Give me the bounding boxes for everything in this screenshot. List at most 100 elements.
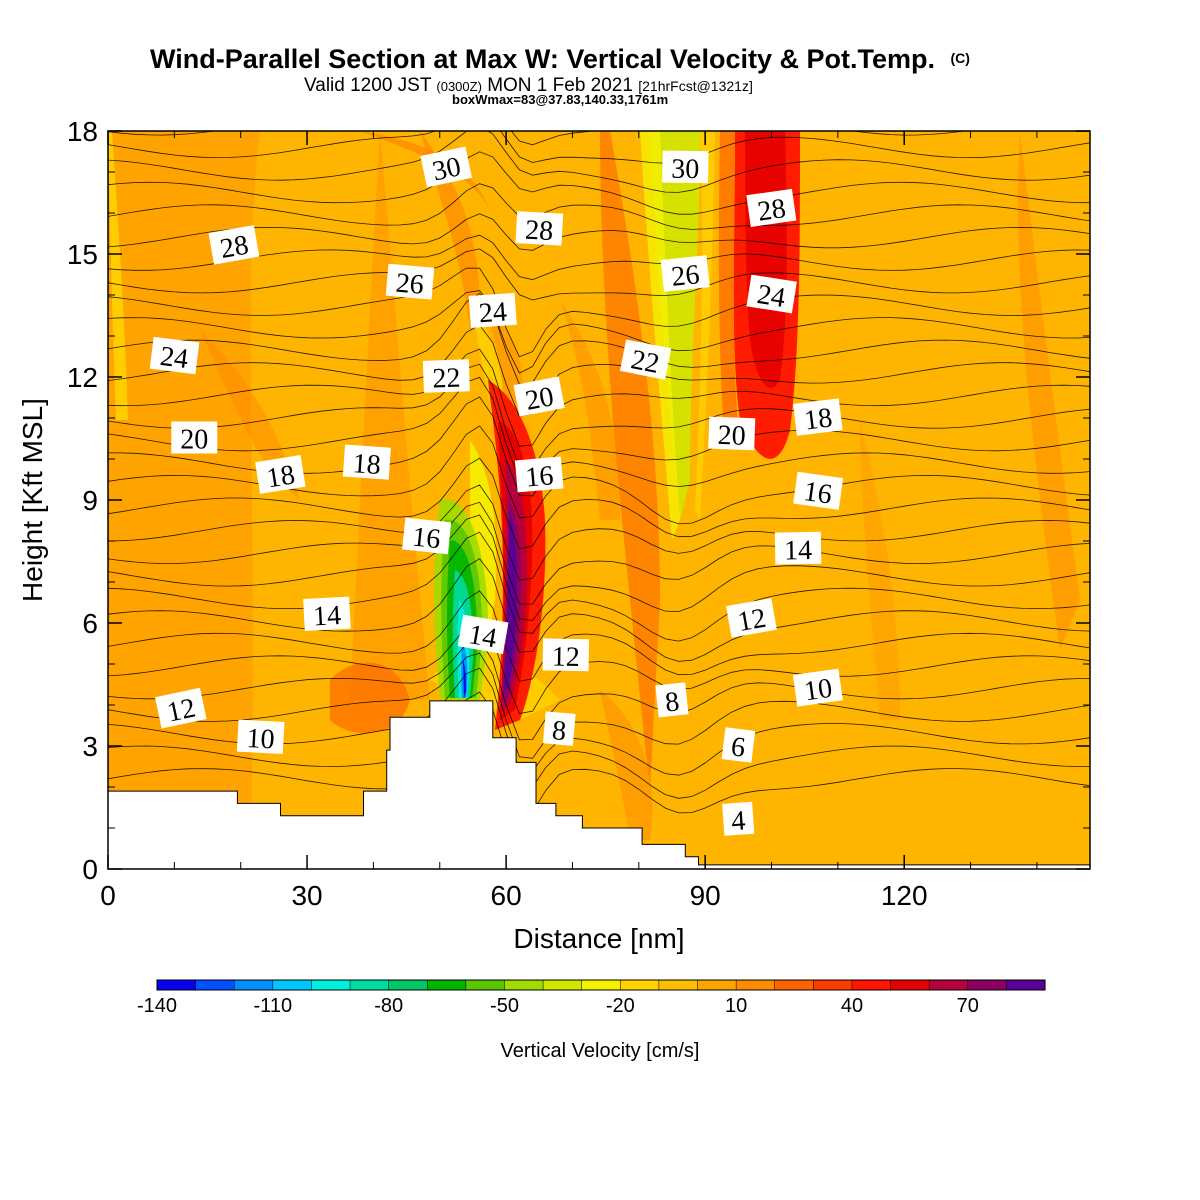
contour-label: 18 (793, 398, 843, 437)
colorbar-tick-label: -80 (374, 995, 403, 1017)
theta-contour (108, 514, 1090, 621)
theta-contour (108, 691, 1090, 799)
velocity-region (718, 131, 740, 450)
theta-contour (108, 151, 1090, 215)
contour-label: 8 (542, 711, 576, 747)
contour-label: 12 (725, 598, 777, 638)
contour-label-text: 8 (551, 715, 568, 747)
contour-label: 26 (660, 255, 710, 293)
velocity-region (108, 131, 128, 420)
colorbar-swatch (388, 979, 428, 991)
velocity-region (108, 131, 260, 869)
colorbar-swatch (1006, 979, 1046, 991)
contour-label-text: 26 (394, 268, 425, 301)
contour-label: 16 (514, 456, 564, 494)
contour-label-text: 16 (524, 460, 555, 493)
colorbar: -140 -110 -80 -50 -20 10 40 70 (137, 979, 1046, 1017)
x-tick-label: 30 (291, 880, 322, 911)
contour-label: 14 (457, 614, 509, 654)
x-tick-label: 90 (690, 880, 721, 911)
colorbar-swatch (774, 979, 814, 991)
axis-ticks: 0 30 60 90 120 0 3 6 9 12 15 18 (67, 116, 1090, 911)
colorbar-swatch (311, 979, 351, 991)
contour-label: 20 (513, 376, 565, 417)
contour-label: 16 (793, 471, 844, 511)
theta-contour (108, 501, 1090, 605)
colorbar-swatch (890, 979, 930, 991)
contour-label: 12 (542, 638, 590, 673)
contour-label: 28 (746, 188, 797, 228)
contour-label: 4 (722, 801, 755, 837)
contour-label-text: 20 (717, 420, 746, 452)
contour-label: 6 (721, 727, 756, 764)
theta-contour (108, 531, 1090, 642)
colorbar-swatch (967, 979, 1007, 991)
contour-label-text: 24 (755, 279, 788, 314)
contour-label-text: 24 (478, 296, 508, 329)
colorbar-swatch (658, 979, 699, 991)
colorbar-swatch (504, 979, 544, 991)
colorbar-swatch (620, 979, 660, 991)
theta-contour (108, 619, 1090, 714)
colorbar-tick-label: 40 (841, 995, 863, 1017)
valid-time-line: Valid 1200 JST (0300Z) MON 1 Feb 2021 [2… (304, 75, 753, 96)
contour-label-text: 30 (430, 151, 464, 187)
contour-label: 22 (619, 339, 672, 380)
theta-contour (108, 376, 1090, 483)
x-tick-label: 60 (491, 880, 522, 911)
velocity-region (350, 131, 430, 700)
chart-title: Wind-Parallel Section at Max W: Vertical… (150, 44, 970, 74)
contour-label: 8 (655, 682, 689, 719)
theta-contour (108, 131, 1090, 193)
colorbar-swatch (542, 979, 583, 991)
contour-label: 18 (342, 444, 391, 481)
theta-contour (108, 348, 1090, 447)
theta-contour (108, 131, 1090, 164)
theta-contour (108, 267, 1090, 358)
contour-label: 30 (662, 150, 709, 185)
theta-contour (108, 484, 1090, 581)
theta-contour (108, 290, 1090, 374)
colorbar-swatch (272, 979, 312, 991)
x-tick-label: 0 (100, 880, 116, 911)
theta-contour (108, 292, 1090, 385)
theta-contour (108, 183, 1090, 230)
contour-label-text: 14 (466, 619, 499, 654)
colorbar-swatch (851, 979, 892, 991)
velocity-region (200, 330, 300, 500)
contour-label-text: 6 (729, 731, 747, 763)
y-tick-label: 15 (67, 239, 98, 270)
contour-label: 10 (236, 719, 285, 756)
velocity-region (1018, 131, 1080, 650)
contour-label-text: 28 (756, 193, 788, 228)
contour-label-text: 8 (664, 686, 681, 718)
theta-contour (108, 324, 1090, 417)
colorbar-tick-label: -20 (606, 995, 635, 1017)
colorbar-swatch (928, 979, 969, 991)
theta-contour (108, 558, 1090, 662)
theta-contour (108, 213, 1090, 251)
colorbar-tick-label: 70 (957, 995, 979, 1017)
contour-label: 24 (468, 292, 517, 329)
contour-label-layer: 30 30 28 28 28 26 26 24 24 24 22 22 20 20 20 18 18 18 16 16… (149, 146, 844, 837)
potential-temperature-contours (108, 131, 1090, 815)
contour-label-text: 24 (158, 341, 190, 375)
contour-label: 16 (402, 517, 452, 555)
contour-label-text: 26 (670, 259, 701, 293)
colorbar-tick-label: -50 (490, 995, 519, 1017)
colorbar-swatch (195, 979, 235, 991)
terrain-mask (108, 700, 1090, 869)
contour-label-text: 14 (312, 600, 342, 632)
contour-label: 24 (149, 336, 200, 375)
colorbar-swatch (581, 979, 621, 991)
velocity-region (560, 300, 620, 520)
contour-label-text: 10 (246, 723, 276, 755)
theta-contour (108, 363, 1090, 469)
velocity-region (860, 420, 900, 720)
contour-label-text: 28 (524, 215, 554, 247)
velocity-region (600, 690, 653, 840)
contour-label-text: 22 (432, 363, 461, 395)
contour-label: 30 (420, 146, 473, 187)
contour-label-text: 12 (164, 692, 198, 728)
plot-area: 30 30 28 28 28 26 26 24 24 24 22 22 20 20 20 18 18 18 16 16… (108, 131, 1090, 869)
